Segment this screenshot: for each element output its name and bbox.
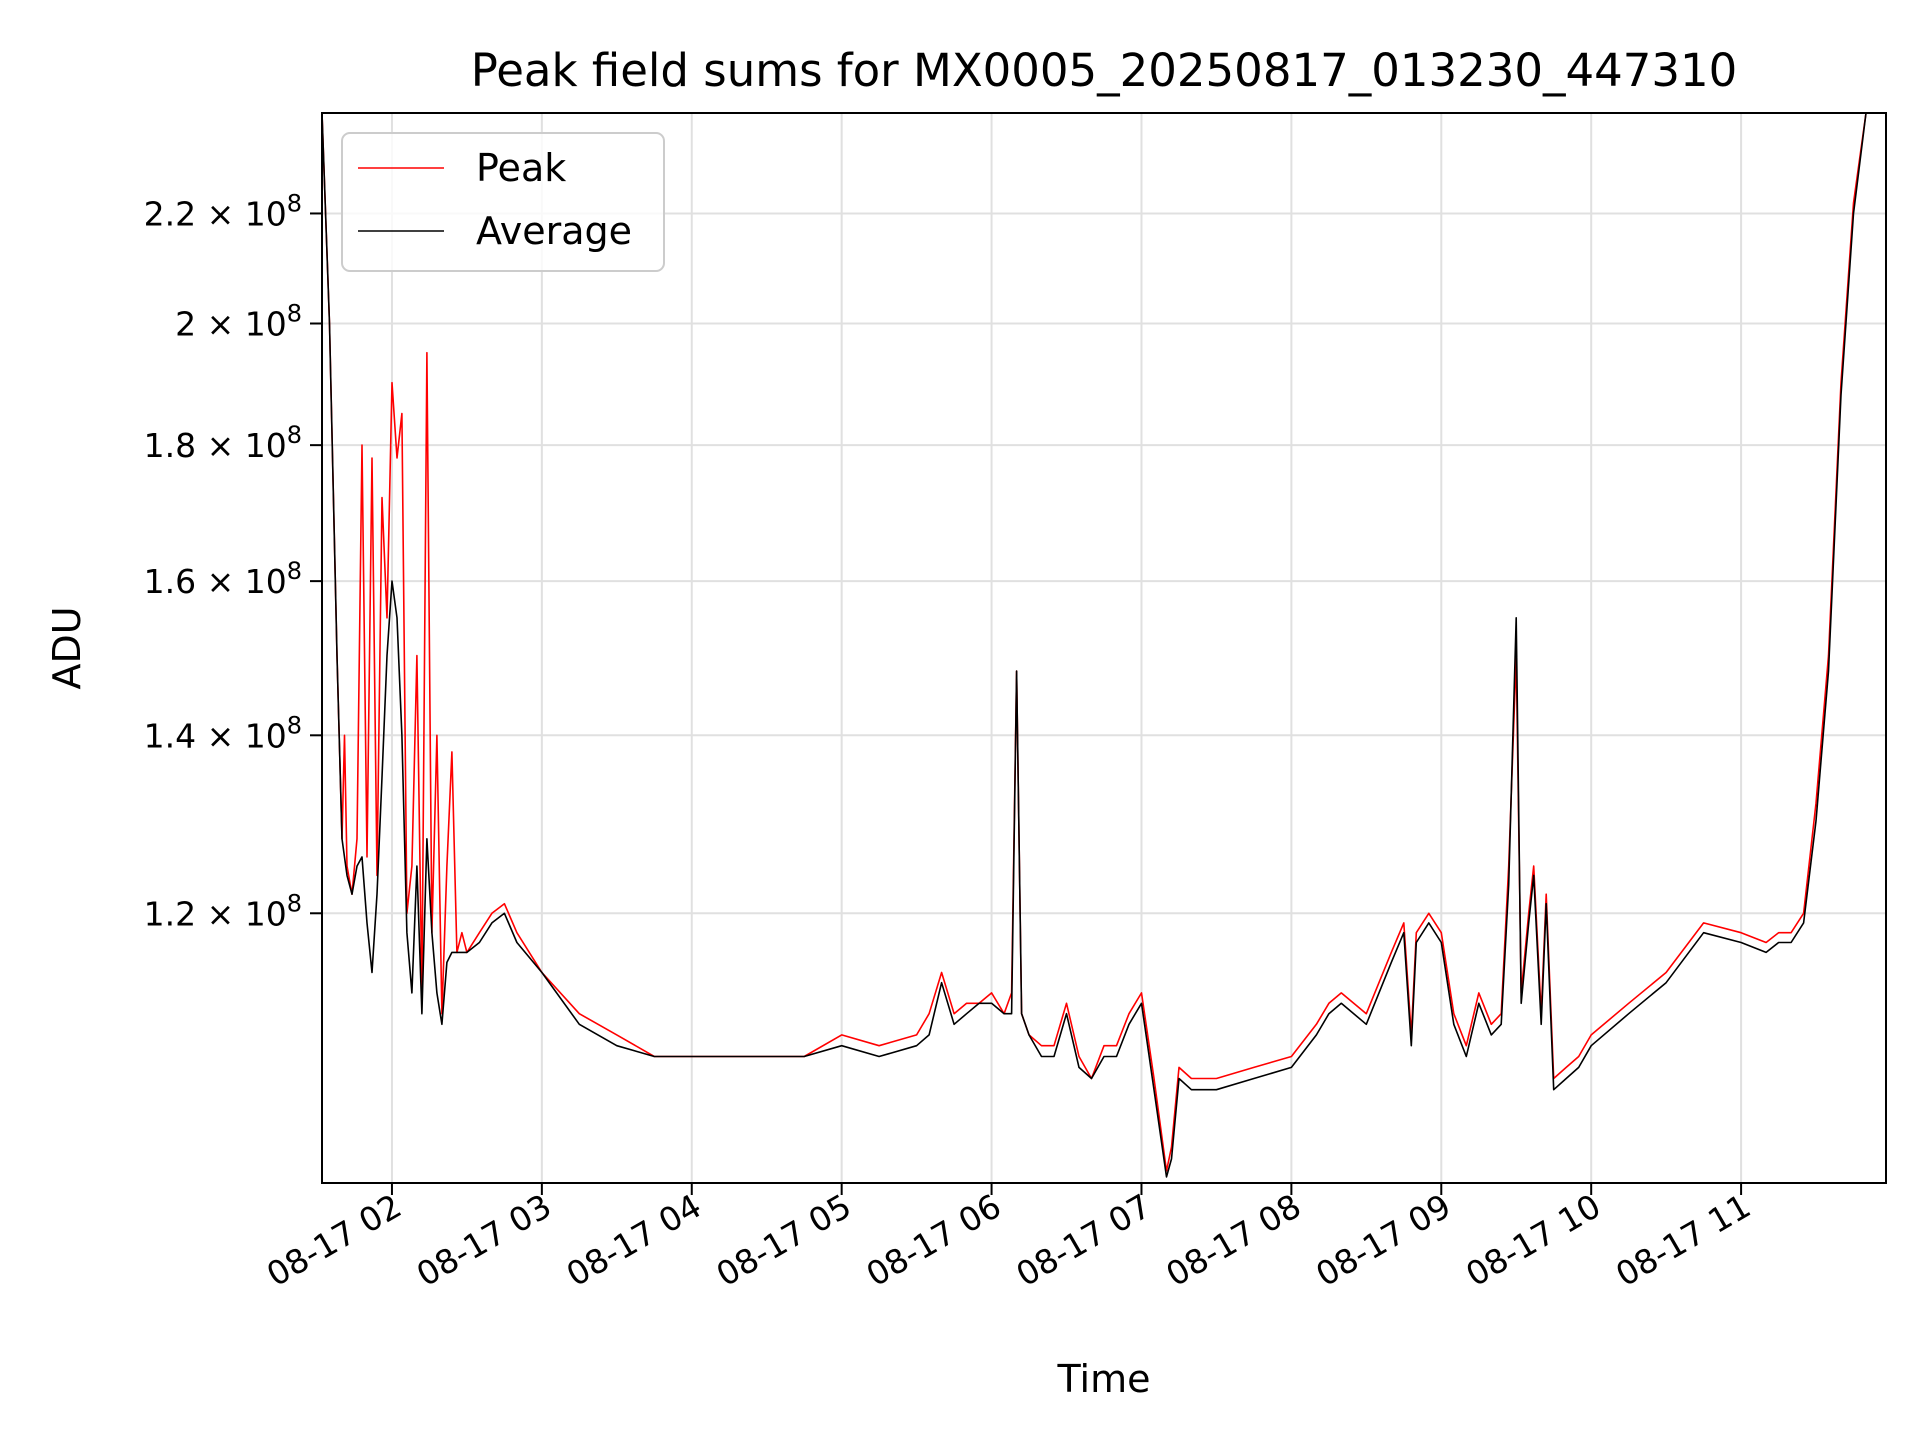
series-layer	[322, 113, 1886, 1178]
x-axis-label: Time	[1057, 1357, 1151, 1401]
y-tick-label: 1.8 × 108	[144, 421, 302, 465]
chart-title: Peak field sums for MX0005_20250817_0132…	[471, 44, 1738, 97]
y-axis: 1.2 × 108 1.4 × 108 1.6 × 108 1.8 × 108 2 × …	[144, 189, 322, 933]
y-axis-label: ADU	[45, 606, 89, 689]
plot-frame	[321, 112, 1887, 1184]
y-tick-label: 1.6 × 108	[144, 557, 302, 601]
y-tick-label: 2 × 108	[175, 300, 302, 344]
legend: Peak Average	[341, 132, 665, 272]
series-line-average	[322, 113, 1886, 1178]
legend-label-peak: Peak	[476, 146, 566, 190]
legend-label-average: Average	[476, 209, 632, 253]
y-tick-label: 1.4 × 108	[144, 711, 302, 755]
y-tick-label: 2.2 × 108	[144, 189, 302, 233]
y-tick-label: 1.2 × 108	[144, 889, 302, 933]
